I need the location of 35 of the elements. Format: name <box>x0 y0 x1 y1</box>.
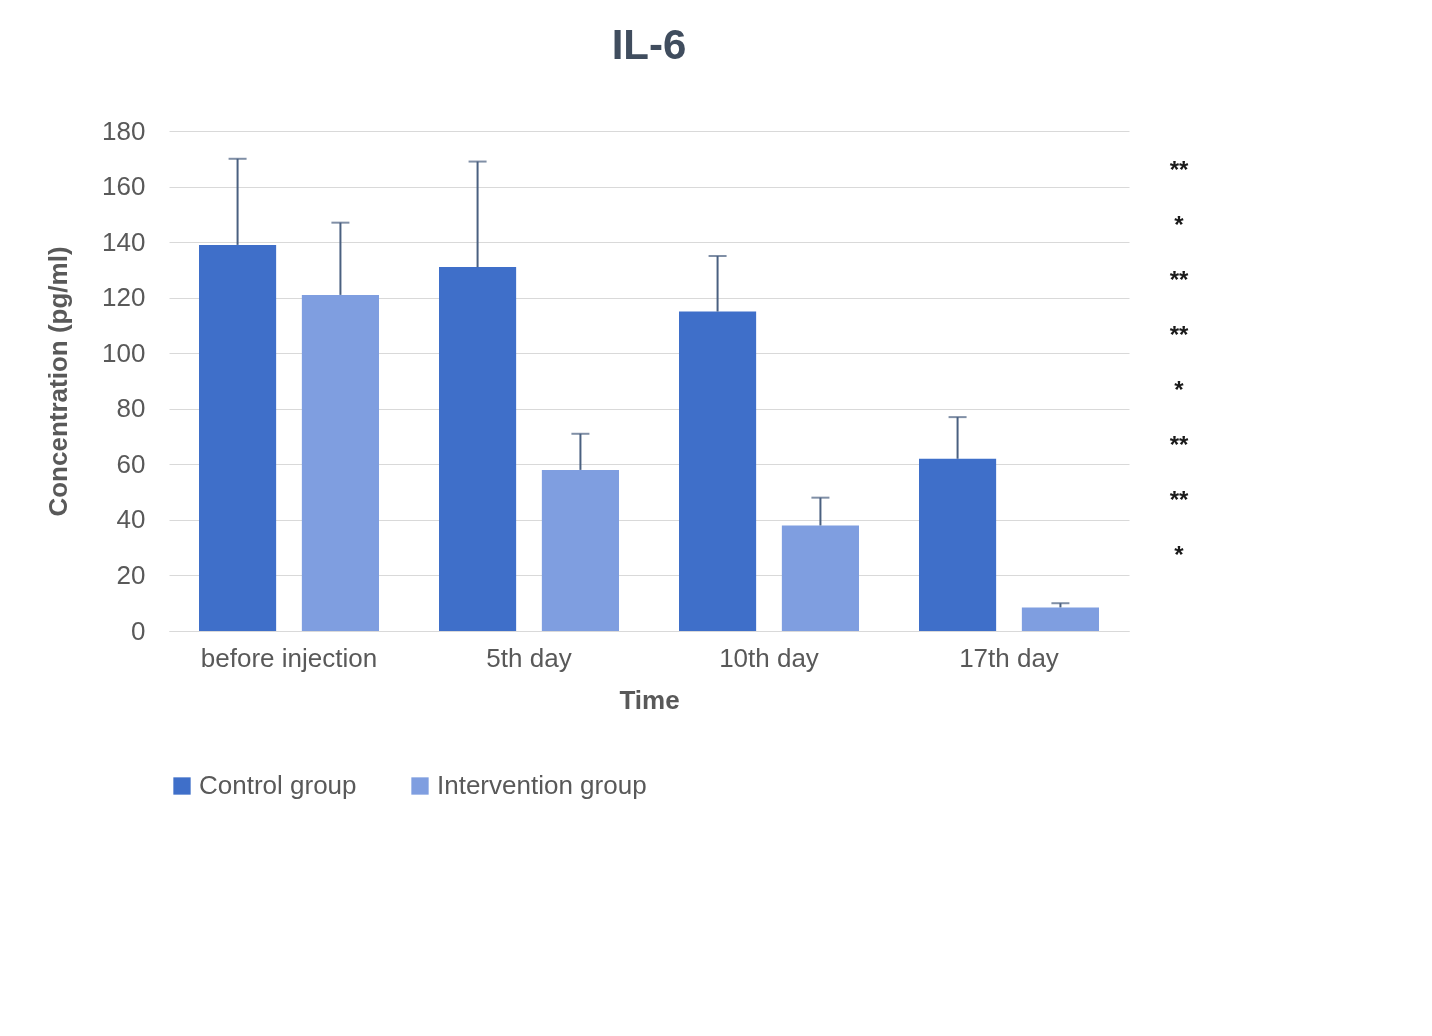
y-axis-title: Concentration (pg/ml) <box>43 246 74 517</box>
text: * <box>1174 376 1185 403</box>
x-tick-label: 17th day <box>959 642 1059 673</box>
bar <box>301 294 379 631</box>
legend-label: Control group <box>199 770 357 800</box>
y-tick-label: 140 <box>102 226 146 257</box>
text: ** <box>1169 321 1189 348</box>
text: ** <box>1169 156 1189 183</box>
text: ** <box>1169 431 1189 458</box>
text: * <box>1174 541 1185 568</box>
text: ** <box>1169 486 1189 513</box>
bar <box>199 244 277 631</box>
y-tick-label: 20 <box>116 559 146 590</box>
y-tick-label: 60 <box>116 448 146 479</box>
legend-label: Intervention group <box>437 770 647 800</box>
text: * <box>1174 211 1185 238</box>
bar <box>679 311 757 631</box>
text: ** <box>1169 266 1189 293</box>
y-tick-label: 180 <box>102 115 146 146</box>
y-tick-label: 40 <box>116 504 146 535</box>
x-tick-label: before injection <box>200 642 378 673</box>
bar <box>541 469 619 631</box>
bar <box>781 525 859 631</box>
x-tick-label: 5th day <box>486 642 572 673</box>
bar <box>1021 607 1099 631</box>
y-tick-label: 100 <box>102 337 146 368</box>
y-tick-label: 80 <box>116 393 146 424</box>
y-tick-label: 0 <box>131 615 146 646</box>
x-axis-title: Time <box>619 684 680 715</box>
bar <box>439 267 517 631</box>
y-tick-label: 120 <box>102 282 146 313</box>
bar <box>919 458 997 631</box>
y-tick-label: 160 <box>102 171 146 202</box>
x-tick-label: 10th day <box>719 642 819 673</box>
chart-title: IL-6 <box>611 21 687 68</box>
